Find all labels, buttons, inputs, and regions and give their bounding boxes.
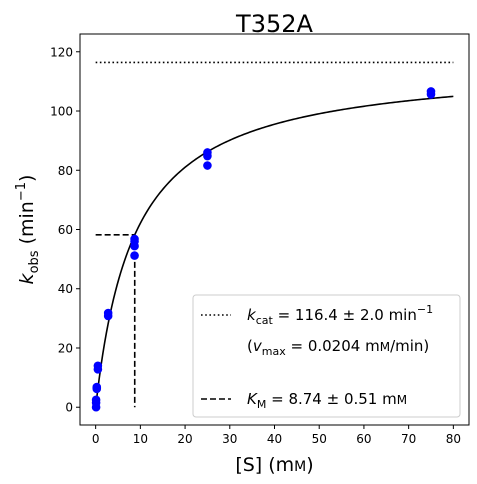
- legend-kcat-value: = 116.4 ± 2.0 min: [273, 306, 417, 324]
- x-tick-label: 70: [401, 432, 416, 446]
- data-point: [130, 234, 139, 244]
- legend-vmax-unit: M: [380, 340, 390, 354]
- data-point: [203, 148, 212, 157]
- legend-box: [192, 294, 461, 418]
- y-tick-label: 100: [50, 105, 73, 119]
- data-point: [103, 308, 113, 318]
- legend-km-symbol: K: [247, 390, 258, 408]
- y-tick-label: 40: [58, 282, 73, 296]
- y-tick-label: 60: [58, 223, 73, 237]
- x-axis-label-unit: M: [294, 459, 306, 475]
- x-tick-label: 20: [177, 432, 192, 446]
- fit-curve: [94, 95, 454, 408]
- y-axis-label-unit: (min: [16, 201, 38, 250]
- data-point: [130, 251, 139, 260]
- legend-vmax-open: (: [247, 337, 253, 355]
- y-tick-label: 0: [65, 401, 73, 415]
- legend-vmax-close: /min): [390, 337, 429, 355]
- legend-kcat-symbol: k: [247, 306, 257, 324]
- y-axis-label: kobs (min−1): [14, 175, 42, 285]
- legend-vmax-symbol: v: [253, 337, 263, 355]
- y-axis-label-sub: obs: [27, 250, 42, 273]
- legend-vmax-value: = 0.0204 m: [286, 337, 380, 355]
- data-point: [93, 361, 103, 371]
- legend-vmax-sub: max: [262, 345, 286, 358]
- legend-vmax-text: (vmax = 0.0204 mM/min): [247, 337, 429, 358]
- y-axis-ticks: 0 20 40 60 80 100 120: [50, 45, 80, 415]
- x-tick-label: 30: [222, 432, 237, 446]
- legend-km-value: = 8.74 ± 0.51 m: [266, 390, 396, 408]
- legend-km-sub: M: [257, 398, 267, 411]
- x-axis-label: [S] (mM): [235, 454, 313, 476]
- y-tick-label: 120: [50, 45, 73, 59]
- plot-area: [91, 61, 454, 412]
- data-point: [426, 87, 436, 96]
- y-tick-label: 80: [58, 164, 73, 178]
- x-tick-label: 40: [267, 432, 282, 446]
- legend-kcat-sup: −1: [417, 303, 433, 316]
- legend-km-unit: M: [397, 393, 407, 407]
- chart-title: T352A: [235, 10, 313, 38]
- y-axis-label-close: ): [16, 175, 38, 182]
- y-axis-label-k: k: [16, 272, 38, 284]
- data-point: [91, 395, 101, 405]
- legend-kcat-sub: cat: [256, 314, 274, 327]
- x-tick-label: 10: [133, 432, 148, 446]
- legend-km-text: KM = 8.74 ± 0.51 mM: [247, 390, 407, 411]
- y-axis-label-sup: −1: [14, 182, 29, 201]
- x-tick-label: 60: [356, 432, 371, 446]
- x-axis-ticks: 0 10 20 30 40 50 60 70 80: [92, 425, 461, 446]
- x-tick-label: 0: [92, 432, 100, 446]
- legend: kcat = 116.4 ± 2.0 min−1 (vmax = 0.0204 …: [192, 294, 461, 418]
- x-tick-label: 80: [446, 432, 461, 446]
- data-point: [203, 161, 212, 170]
- legend-kcat-text: kcat = 116.4 ± 2.0 min−1: [247, 303, 433, 327]
- y-tick-label: 20: [58, 341, 73, 355]
- x-tick-label: 50: [312, 432, 327, 446]
- x-axis-label-main: [S] (m: [235, 454, 294, 476]
- data-point: [92, 382, 102, 392]
- x-axis-label-close: ): [306, 454, 313, 476]
